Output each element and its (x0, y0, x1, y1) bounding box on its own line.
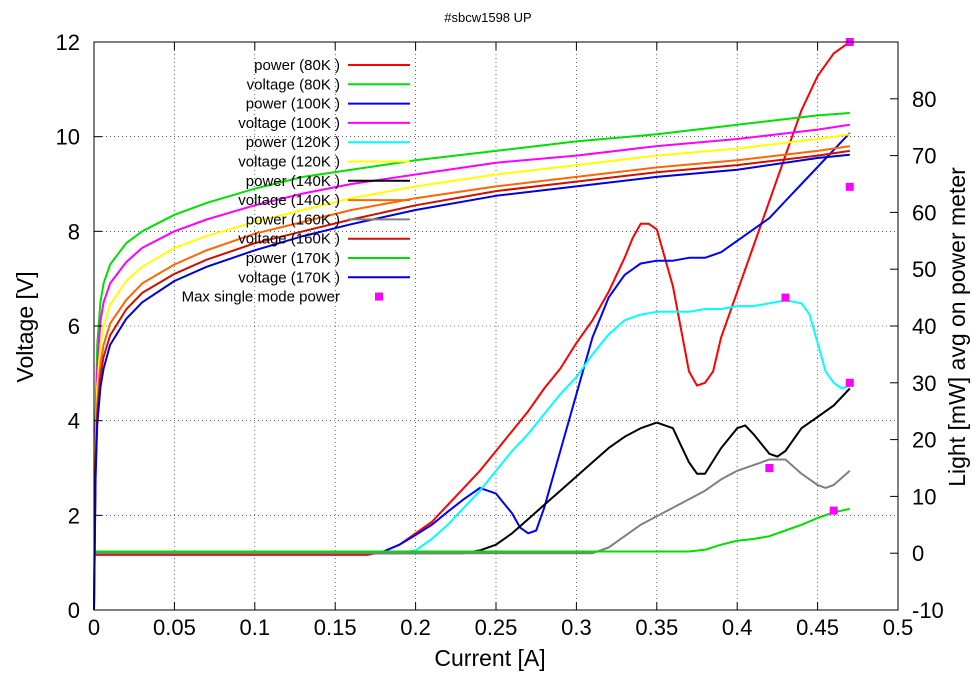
y2-axis-title: Light [mW] avg on power meter (944, 167, 970, 487)
y2-tick-label: 20 (912, 428, 936, 453)
y-tick-label: 6 (68, 314, 80, 339)
legend: power (80K ) voltage (80K ) power (100K ) v… (182, 57, 410, 306)
y-tick-label: 10 (56, 125, 80, 150)
x-tick-label: 0.15 (314, 615, 357, 640)
y2-tick-label: 60 (912, 200, 936, 225)
y2-tick-label: 10 (912, 484, 936, 509)
legend-label: power (160K ) (246, 211, 340, 228)
grid (94, 42, 898, 610)
y-tick-label: 8 (68, 219, 80, 244)
x-tick-label: 0.25 (475, 615, 518, 640)
series-line (93, 153, 850, 611)
series-line (93, 123, 850, 611)
y-tick-label: 12 (56, 30, 80, 55)
series-line (93, 112, 850, 611)
max-power-marker (845, 182, 854, 191)
legend-label: voltage (140K ) (238, 192, 340, 209)
axis-ticks: 0 0.05 0.1 0.15 0.2 0.25 0.3 0.35 0.4 0.45 0.5 0 2 4 6… (56, 30, 944, 640)
x-axis-title: Current [A] (434, 645, 545, 671)
legend-marker-swatch (375, 292, 383, 301)
legend-label: voltage (160K ) (238, 231, 340, 248)
legend-label: power (80K ) (254, 57, 340, 74)
legend-label: voltage (120K ) (238, 154, 340, 171)
max-power-marker (765, 464, 774, 472)
x-tick-label: 0.3 (561, 615, 592, 640)
x-tick-label: 0.45 (796, 615, 839, 640)
series-line (94, 507, 851, 553)
legend-label: voltage (100K ) (238, 115, 340, 132)
series-line (94, 387, 851, 555)
x-tick-label: 0.35 (635, 615, 678, 640)
y2-tick-label: 0 (912, 541, 924, 566)
series-line (94, 299, 851, 555)
y2-tick-label: 40 (912, 314, 936, 339)
x-tick-label: 0.4 (722, 615, 753, 640)
legend-label: voltage (170K ) (238, 269, 340, 286)
series-line (93, 149, 850, 611)
x-tick-label: 0.5 (883, 615, 914, 640)
y-tick-label: 4 (68, 409, 80, 434)
y-axis-title: Voltage [V] (12, 271, 38, 382)
series-line (94, 41, 851, 556)
y2-tick-label: 70 (912, 144, 936, 169)
plot-series (93, 38, 854, 611)
max-power-marker (781, 293, 790, 302)
y2-tick-label: 80 (912, 87, 936, 112)
y2-tick-label: 30 (912, 371, 936, 396)
legend-label: Max single mode power (182, 289, 340, 306)
legend-label: power (140K ) (246, 173, 340, 190)
series-line (93, 145, 850, 611)
series-line (93, 133, 850, 611)
y-tick-label: 2 (68, 503, 80, 528)
y2-tick-label: 50 (912, 257, 936, 282)
x-tick-label: 0 (88, 615, 100, 640)
legend-label: power (100K ) (246, 96, 340, 113)
max-power-marker (845, 378, 854, 387)
x-tick-label: 0.2 (400, 615, 431, 640)
max-power-marker (829, 506, 838, 515)
x-tick-label: 0.05 (153, 615, 196, 640)
legend-label: voltage (80K ) (247, 76, 340, 93)
x-tick-label: 0.1 (240, 615, 271, 640)
y-tick-label: 0 (68, 598, 80, 623)
legend-label: power (120K ) (246, 134, 340, 151)
chart-title: #sbcw1598 UP (444, 10, 531, 25)
y2-tick-label: -10 (912, 598, 944, 623)
series-line (94, 458, 851, 555)
legend-label: power (170K ) (246, 250, 340, 267)
